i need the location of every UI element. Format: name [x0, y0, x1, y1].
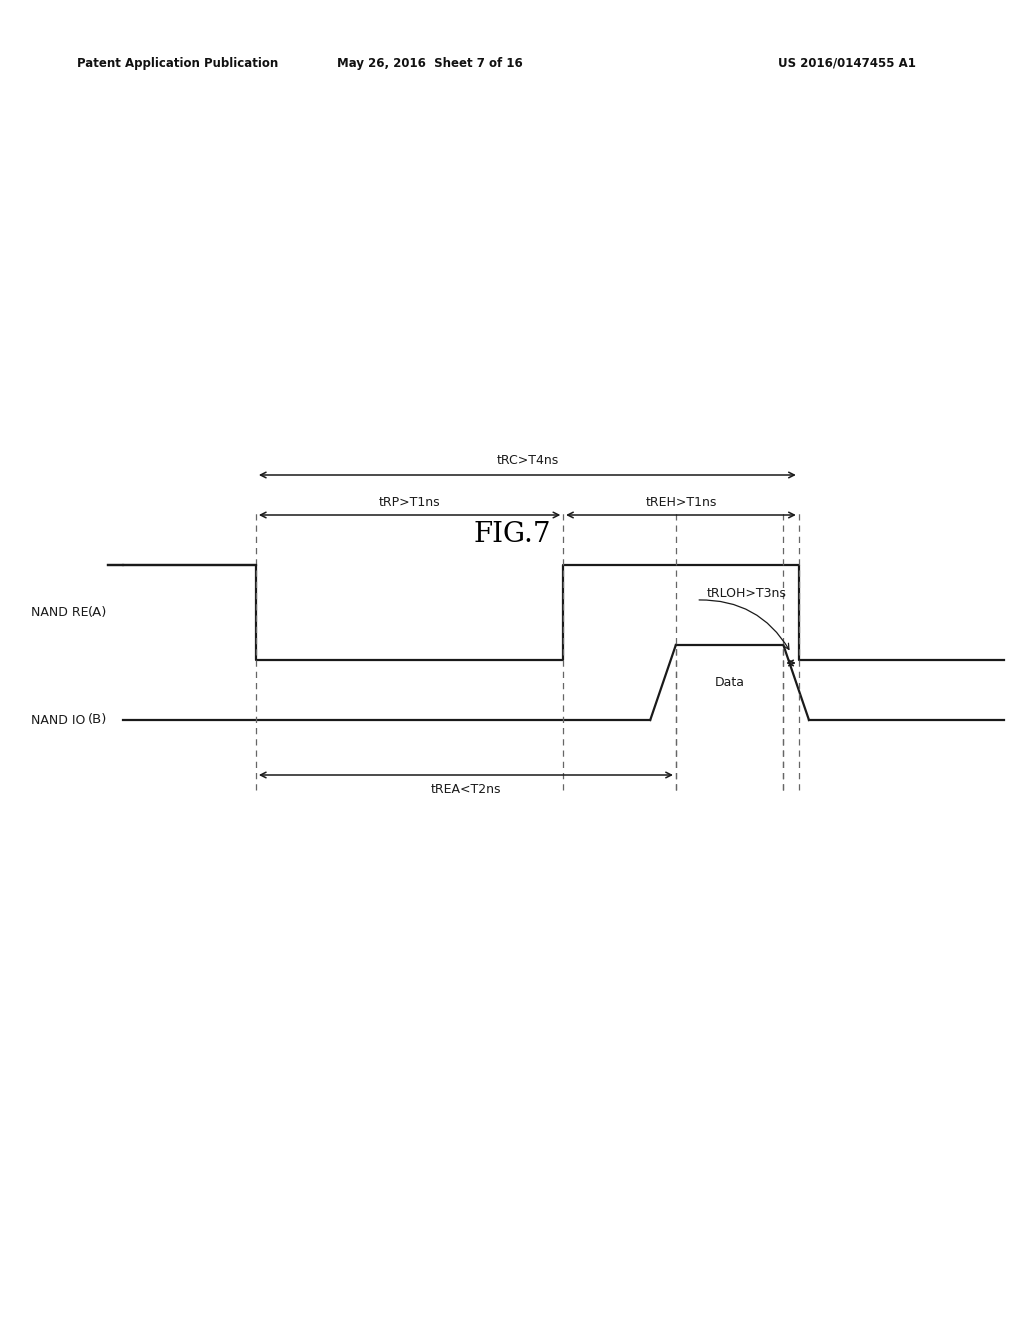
Text: FIG.7: FIG.7	[473, 521, 551, 548]
Text: tREH>T1ns: tREH>T1ns	[645, 496, 717, 510]
Text: tRC>T4ns: tRC>T4ns	[497, 454, 558, 467]
Text: tREA<T2ns: tREA<T2ns	[431, 783, 501, 796]
Text: (A): (A)	[88, 606, 108, 619]
Text: US 2016/0147455 A1: US 2016/0147455 A1	[778, 57, 916, 70]
Text: Patent Application Publication: Patent Application Publication	[77, 57, 279, 70]
Text: NAND RE: NAND RE	[31, 606, 88, 619]
Text: NAND IO: NAND IO	[31, 714, 85, 726]
Text: Data: Data	[715, 676, 744, 689]
Text: tRLOH>T3ns: tRLOH>T3ns	[707, 587, 786, 601]
Text: (B): (B)	[88, 714, 108, 726]
Text: May 26, 2016  Sheet 7 of 16: May 26, 2016 Sheet 7 of 16	[337, 57, 523, 70]
Text: tRP>T1ns: tRP>T1ns	[379, 496, 440, 510]
